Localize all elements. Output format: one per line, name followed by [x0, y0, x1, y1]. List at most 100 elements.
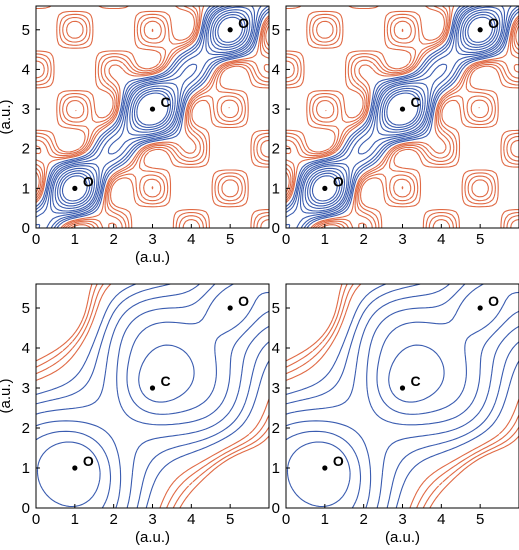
- negative-contour: [286, 6, 519, 228]
- negative-contour: [36, 284, 269, 508]
- y-tick-label: 4: [22, 61, 30, 78]
- x-tick-label: 3: [398, 511, 406, 528]
- x-tick-label: 2: [109, 511, 117, 528]
- negative-contour: [36, 284, 269, 508]
- positive-contour: [286, 6, 512, 228]
- positive-contour: [36, 6, 269, 228]
- y-tick-label: 4: [22, 340, 30, 357]
- negative-contour: [36, 6, 269, 228]
- atom-marker: [149, 106, 156, 112]
- positive-contour: [286, 284, 519, 508]
- positive-contour: [36, 284, 269, 508]
- negative-contour: [36, 6, 269, 228]
- y-tick-label: 2: [22, 420, 30, 437]
- contour-lines: [286, 284, 519, 508]
- positive-contour: [307, 11, 498, 207]
- x-tick-label: 3: [148, 511, 156, 528]
- atom-label-o: O: [488, 293, 499, 309]
- contour-panel-top-right: 0 1 2 3 4 5 0 1 2 3 4 5 O C O: [272, 5, 519, 248]
- y-tick-label: 2: [22, 141, 30, 158]
- y-tick-label: 5: [22, 300, 30, 317]
- x-tick-label: 0: [282, 511, 290, 528]
- y-tick-label: 1: [22, 460, 30, 477]
- x-axis-label: (a.u.): [385, 529, 420, 546]
- x-tick-label: 0: [32, 231, 40, 248]
- x-tick-label: 1: [71, 231, 79, 248]
- atom-marker: [399, 106, 406, 112]
- y-axis-label: (a.u.): [0, 99, 14, 134]
- x-tick-label: 4: [437, 231, 445, 248]
- y-tick-label: 0: [272, 220, 280, 237]
- y-tick-label: 5: [272, 300, 280, 317]
- positive-contour: [36, 6, 256, 228]
- positive-contour: [36, 284, 269, 508]
- x-tick-label: 4: [437, 511, 445, 528]
- atom-marker: [399, 385, 406, 391]
- positive-contour: [36, 284, 269, 508]
- atom-label-o: O: [238, 293, 249, 309]
- x-tick-label: 5: [226, 231, 234, 248]
- contour-lines: [36, 284, 269, 508]
- atom-marker: [72, 185, 78, 191]
- y-tick-label: 3: [22, 380, 30, 397]
- positive-contour: [302, 6, 503, 212]
- y-tick-label: 1: [22, 180, 30, 197]
- atom-label-c: C: [411, 373, 421, 389]
- atom-label-o: O: [333, 173, 344, 189]
- plot-frame: [35, 283, 270, 509]
- x-tick-label: 1: [321, 511, 329, 528]
- positive-contour: [304, 9, 501, 209]
- positive-contour: [286, 284, 519, 508]
- positive-contour: [286, 6, 519, 228]
- positive-contour: [36, 344, 195, 508]
- y-tick-label: 3: [22, 101, 30, 118]
- positive-contour: [286, 284, 519, 508]
- x-tick-label: 1: [71, 511, 79, 528]
- positive-contour: [57, 11, 248, 207]
- x-tick-label: 5: [476, 511, 484, 528]
- atom-label-c: C: [411, 94, 421, 110]
- positive-contour: [286, 6, 519, 228]
- negative-contour: [286, 6, 519, 228]
- x-tick-label: 4: [187, 231, 195, 248]
- x-tick-label: 2: [359, 511, 367, 528]
- atom-marker: [72, 465, 78, 471]
- positive-contour: [286, 284, 519, 508]
- x-axis-label: (a.u.): [135, 529, 170, 546]
- positive-contour: [61, 16, 244, 202]
- plot-frame: [285, 283, 519, 509]
- positive-contour: [36, 284, 269, 508]
- atom-marker: [477, 27, 483, 33]
- x-tick-label: 0: [32, 511, 40, 528]
- y-tick-label: 1: [272, 460, 280, 477]
- y-tick-label: 0: [22, 500, 30, 517]
- positive-contour: [286, 6, 519, 228]
- negative-contour: [286, 284, 519, 508]
- x-axis-label: (a.u.): [135, 249, 170, 266]
- y-tick-label: 3: [272, 101, 280, 118]
- atom-label-o: O: [488, 15, 499, 31]
- x-tick-label: 2: [109, 231, 117, 248]
- negative-contour: [286, 284, 519, 508]
- y-tick-label: 5: [22, 22, 30, 39]
- positive-contour: [54, 9, 251, 209]
- x-tick-label: 2: [359, 231, 367, 248]
- y-tick-label: 3: [272, 380, 280, 397]
- atom-marker: [322, 185, 328, 191]
- positive-contour: [309, 14, 496, 205]
- y-tick-label: 1: [272, 180, 280, 197]
- atom-label-o: O: [83, 453, 94, 469]
- x-tick-label: 3: [398, 231, 406, 248]
- atom-marker: [149, 385, 156, 391]
- positive-contour: [286, 284, 519, 508]
- negative-contour: [36, 284, 269, 508]
- y-tick-label: 4: [272, 61, 280, 78]
- positive-contour: [286, 6, 506, 228]
- x-tick-label: 4: [187, 511, 195, 528]
- positive-contour: [36, 6, 269, 228]
- y-tick-label: 5: [272, 22, 280, 39]
- negative-contour: [286, 6, 519, 228]
- atom-marker: [477, 305, 483, 311]
- x-tick-label: 1: [321, 231, 329, 248]
- negative-contour: [286, 284, 519, 508]
